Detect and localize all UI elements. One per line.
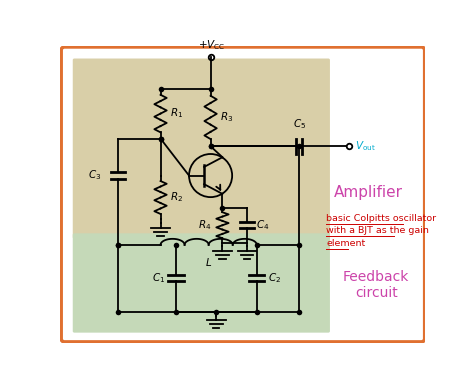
Text: $R_1$: $R_1$	[170, 107, 183, 121]
Text: $C_5$: $C_5$	[292, 117, 306, 131]
Text: $C_4$: $C_4$	[256, 218, 270, 232]
Text: basic Colpitts oscillator: basic Colpitts oscillator	[326, 214, 436, 223]
Text: $C_3$: $C_3$	[88, 169, 101, 182]
Text: $R_3$: $R_3$	[220, 110, 233, 124]
Text: $+V_{\rm CC}$: $+V_{\rm CC}$	[199, 38, 226, 52]
Text: with a BJT as the gain: with a BJT as the gain	[326, 226, 429, 235]
Text: Feedback
circuit: Feedback circuit	[343, 270, 410, 300]
FancyBboxPatch shape	[73, 233, 330, 333]
Text: element: element	[326, 239, 365, 248]
Text: with a BJT as the gain: with a BJT as the gain	[326, 226, 429, 235]
FancyBboxPatch shape	[61, 47, 425, 342]
Text: element: element	[326, 239, 365, 248]
FancyBboxPatch shape	[73, 59, 330, 239]
Text: $R_2$: $R_2$	[170, 191, 183, 204]
Text: $R_4$: $R_4$	[198, 218, 212, 232]
Text: basic Colpitts oscillator: basic Colpitts oscillator	[326, 214, 436, 223]
Text: $C_2$: $C_2$	[267, 271, 281, 285]
Text: $L$: $L$	[205, 256, 212, 268]
Text: Amplifier: Amplifier	[334, 185, 403, 200]
Text: $C_1$: $C_1$	[152, 271, 165, 285]
Text: $V_{\rm out}$: $V_{\rm out}$	[356, 139, 376, 153]
